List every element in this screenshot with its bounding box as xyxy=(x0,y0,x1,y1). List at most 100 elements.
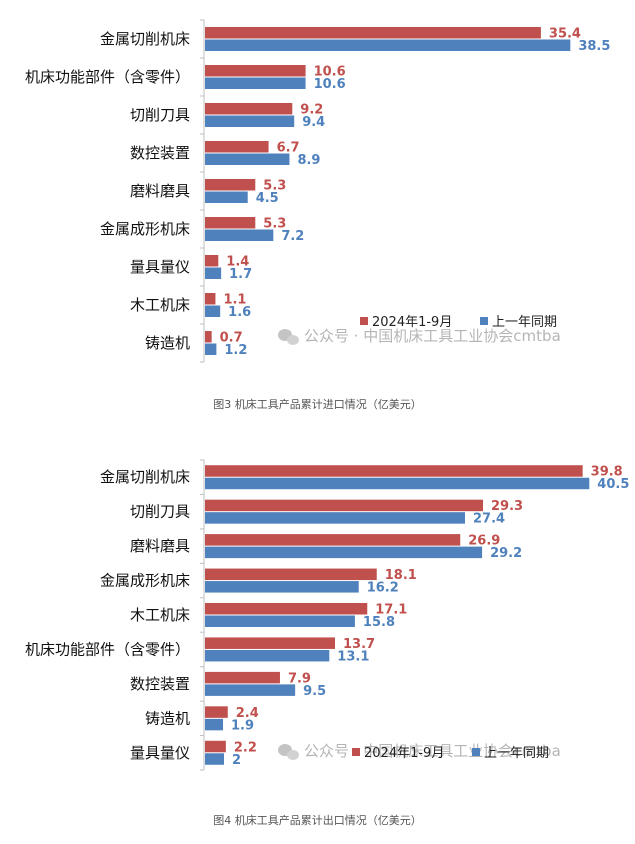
data-label-current: 9.2 xyxy=(300,103,323,118)
bar-previous xyxy=(205,39,571,51)
data-label-previous: 1.6 xyxy=(228,305,251,320)
bar-current xyxy=(205,465,583,477)
data-label-current: 6.7 xyxy=(277,141,300,156)
bar-previous xyxy=(205,718,224,731)
bar-previous xyxy=(205,753,224,765)
category-label: 量具量仪 xyxy=(130,258,190,276)
data-label-previous: 7.2 xyxy=(281,229,304,244)
bar-current xyxy=(205,103,293,115)
category-label: 数控装置 xyxy=(130,144,190,162)
bar-current xyxy=(205,293,216,305)
category-label: 磨料磨具 xyxy=(130,182,190,200)
data-label-previous: 10.6 xyxy=(314,77,346,92)
category-label: 金属切削机床 xyxy=(100,468,190,486)
bar-current xyxy=(205,499,484,512)
data-label-current: 2.4 xyxy=(236,706,259,721)
bar-previous xyxy=(205,77,306,89)
import-chart-caption: 图3 机床工具产品累计进口情况（亿美元） xyxy=(213,398,422,411)
legend-label-previous: 上一年同期 xyxy=(484,746,549,761)
watermark-text: 公众号 · 中国机床工具工业协会cmtba xyxy=(304,327,561,345)
bar-previous xyxy=(205,649,330,662)
data-label-current: 7.9 xyxy=(288,671,311,686)
data-label-previous: 4.5 xyxy=(256,191,279,206)
bar-current xyxy=(205,65,306,77)
data-label-current: 17.1 xyxy=(375,603,407,618)
bar-current xyxy=(205,255,219,267)
data-label-current: 10.6 xyxy=(314,65,346,80)
category-label: 木工机床 xyxy=(130,606,190,624)
bar-previous xyxy=(205,581,359,593)
bar-current xyxy=(205,637,335,649)
category-label: 切削刀具 xyxy=(130,503,190,521)
category-label: 量具量仪 xyxy=(130,744,190,762)
wechat-icon xyxy=(287,750,299,760)
data-label-previous: 8.9 xyxy=(297,153,320,168)
data-label-previous: 16.2 xyxy=(367,581,399,596)
bar-previous xyxy=(205,684,296,696)
bar-previous xyxy=(205,343,217,355)
bar-current xyxy=(205,568,377,581)
bar-previous xyxy=(205,153,290,165)
data-label-current: 35.4 xyxy=(549,27,581,42)
legend-label-current: 2024年1-9月 xyxy=(372,315,452,330)
category-label: 数控装置 xyxy=(130,675,190,693)
legend-swatch-previous xyxy=(472,748,480,756)
data-label-current: 18.1 xyxy=(385,568,417,583)
data-label-previous: 9.5 xyxy=(303,684,326,699)
bar-current xyxy=(205,141,269,153)
bar-previous xyxy=(205,229,274,241)
category-label: 木工机床 xyxy=(130,296,190,314)
category-label: 金属成形机床 xyxy=(100,572,190,590)
data-label-current: 1.4 xyxy=(226,255,249,270)
bar-current xyxy=(205,671,280,684)
category-label: 铸造机 xyxy=(145,334,190,352)
data-label-previous: 1.7 xyxy=(229,267,252,282)
category-label: 切削刀具 xyxy=(130,106,190,124)
legend-label-previous: 上一年同期 xyxy=(492,315,557,330)
data-label-previous: 29.2 xyxy=(490,546,522,561)
export-chart-caption: 图4 机床工具产品累计出口情况（亿美元） xyxy=(213,814,422,827)
bar-previous xyxy=(205,512,465,524)
data-label-current: 26.9 xyxy=(468,534,500,549)
data-label-current: 5.3 xyxy=(263,217,286,232)
data-label-current: 0.7 xyxy=(220,331,243,346)
data-label-current: 1.1 xyxy=(223,293,246,308)
category-label: 磨料磨具 xyxy=(130,537,190,555)
bar-current xyxy=(205,27,541,39)
import-chart: 金属切削机床 35.438.5 机床功能部件（含零件） 10.610.6 切削刀具 9.2… xyxy=(25,19,610,363)
legend-swatch-current xyxy=(352,748,360,756)
bar-current xyxy=(205,179,256,191)
bar-previous xyxy=(205,615,355,627)
bar-current xyxy=(205,706,228,718)
bar-previous xyxy=(205,546,483,559)
export-chart: 金属切削机床 39.840.5 切削刀具 29.327.4 磨料磨具 26.929.2 金属… xyxy=(25,459,629,771)
legend-label-current: 2024年1-9月 xyxy=(364,746,444,761)
watermark-text: 公众号 · 中国机床工具工业协会cmtba xyxy=(304,742,561,760)
bar-current xyxy=(205,217,256,229)
wechat-icon xyxy=(287,335,299,345)
data-label-previous: 38.5 xyxy=(578,39,610,54)
data-label-previous: 9.4 xyxy=(302,115,325,130)
category-label: 铸造机 xyxy=(145,709,190,727)
bar-current xyxy=(205,740,226,753)
bar-previous xyxy=(205,115,295,127)
legend-swatch-current xyxy=(360,317,368,325)
data-label-previous: 1.2 xyxy=(224,343,247,358)
data-label-current: 39.8 xyxy=(591,465,623,480)
bar-previous xyxy=(205,191,248,203)
data-label-previous: 13.1 xyxy=(337,649,369,664)
legend-swatch-previous xyxy=(480,317,488,325)
data-label-previous: 40.5 xyxy=(597,477,629,492)
bar-previous xyxy=(205,305,221,317)
data-label-previous: 15.8 xyxy=(363,615,395,630)
bar-current xyxy=(205,331,212,343)
bar-previous xyxy=(205,267,222,279)
category-label: 金属成形机床 xyxy=(100,220,190,238)
data-label-current: 2.2 xyxy=(234,740,257,755)
data-label-previous: 27.4 xyxy=(473,512,505,527)
data-label-previous: 1.9 xyxy=(231,718,254,733)
bar-current xyxy=(205,603,368,615)
data-label-current: 5.3 xyxy=(263,179,286,194)
data-label-current: 29.3 xyxy=(491,499,523,514)
category-label: 机床功能部件（含零件） xyxy=(25,68,190,86)
